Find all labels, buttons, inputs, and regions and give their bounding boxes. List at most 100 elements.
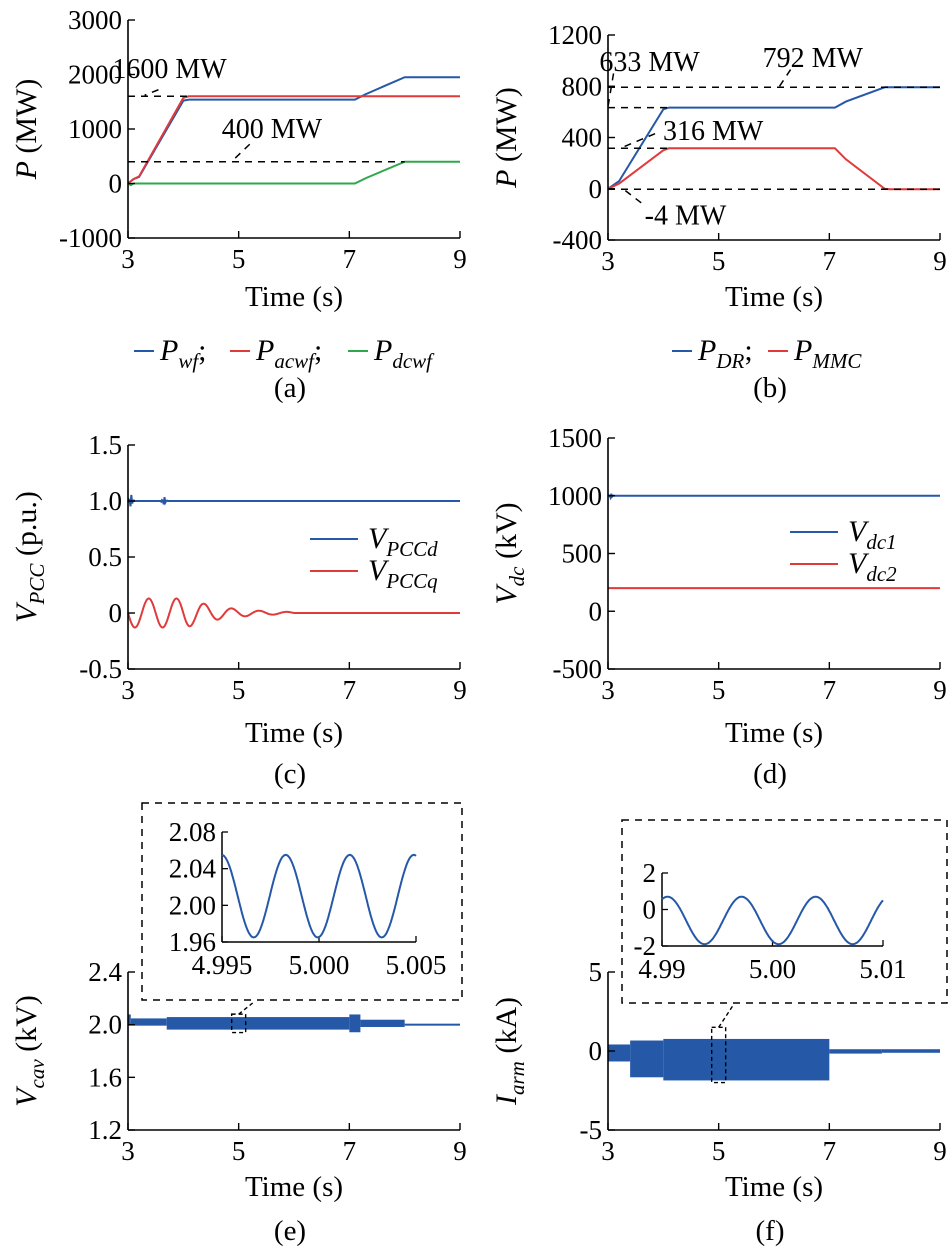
y-tick-label: 1000 (68, 114, 122, 144)
x-tick-label: 9 (933, 246, 947, 276)
inset-x-tick-label: 4.995 (192, 950, 253, 980)
x-axis-label: Time (s) (245, 717, 343, 749)
x-tick-label: 9 (453, 675, 467, 705)
panel-caption: (e) (274, 1215, 306, 1247)
inset-y-tick-label: 0 (643, 895, 657, 925)
legend-entry-0: VPCCd (368, 522, 438, 561)
legend-entry-1: Pacwf; (255, 334, 322, 373)
legend-entry-1: VPCCq (368, 554, 438, 593)
annotation-label-1: 400 MW (222, 114, 323, 145)
x-axis-label: Time (s) (725, 281, 823, 313)
x-tick-label: 9 (933, 675, 947, 705)
y-tick-label: 2.4 (88, 957, 122, 987)
series-band-segment-4 (360, 1019, 405, 1027)
y-tick-label: 0.5 (88, 542, 122, 572)
series-band-segment-0 (608, 1044, 631, 1062)
panel-caption: (d) (753, 758, 787, 790)
x-tick-label: 7 (823, 1136, 837, 1166)
y-tick-label: 1200 (548, 20, 602, 50)
x-tick-label: 3 (121, 244, 135, 274)
y-axis-label: Vdc (kV) (490, 502, 529, 604)
series-line-1 (607, 147, 940, 191)
x-tick-label: 5 (712, 246, 726, 276)
y-tick-label: -1000 (59, 223, 122, 253)
inset-wave-line (661, 895, 884, 946)
annotation-leader-3 (624, 189, 642, 204)
y-tick-label: 1500 (548, 423, 602, 453)
inset-x-tick-label: 4.99 (638, 954, 685, 984)
y-tick-label: 800 (562, 71, 603, 101)
series-line-1 (127, 95, 460, 185)
y-tick-label: 5 (589, 957, 603, 987)
inset-y-tick-label: 2.04 (169, 854, 217, 884)
y-tick-label: 0 (589, 596, 603, 626)
y-axis-label: Iarm (kA) (490, 997, 529, 1106)
x-tick-label: 7 (343, 675, 357, 705)
x-axis-label: Time (s) (725, 1171, 823, 1203)
x-tick-label: 3 (121, 675, 135, 705)
series-band-segment-2 (166, 1017, 350, 1030)
x-axis-label: Time (s) (245, 281, 343, 313)
panel-a: 1600 MW 400 MW 3 5 7 9 -1000 0 1000 2000 3000 Time … (10, 5, 467, 404)
y-tick-label: 1.6 (88, 1062, 122, 1092)
x-tick-label: 7 (823, 246, 837, 276)
series-line-0 (607, 86, 940, 190)
panel-b: 633 MW 792 MW 316 MW -4 MW 3 5 7 9 -400 0 400 800 12… (490, 20, 947, 404)
series-line-0 (127, 494, 460, 507)
y-tick-label: 1.5 (88, 430, 122, 460)
y-tick-label: 0 (589, 1036, 603, 1066)
y-tick-label: 0 (109, 169, 123, 199)
series-band-segment-2 (663, 1038, 830, 1081)
panel-e: 3 5 7 9 1.2 1.6 2.0 2.4 Time (s) Vcav (kV) (e) 4.99… (10, 802, 467, 1247)
inset-x-tick-label: 5.00 (749, 954, 796, 984)
inset-y-tick-label: 1.96 (169, 927, 216, 957)
zoom-connector-line (718, 1005, 734, 1028)
y-tick-label: 0 (589, 174, 603, 204)
inset-y-tick-label: -2 (634, 931, 657, 961)
panel-caption: (a) (274, 372, 306, 404)
series-line-1 (127, 597, 460, 629)
y-tick-label: -0.5 (79, 654, 122, 684)
legend-entry-1: Vdc2 (848, 547, 897, 586)
inset-wave-line (221, 853, 417, 939)
panel-caption: (b) (753, 372, 787, 404)
inset-y-tick-label: 2.08 (169, 817, 216, 847)
y-axis-label: VPCC (p.u.) (10, 491, 49, 623)
series-line-2 (127, 160, 460, 187)
y-tick-label: 1000 (548, 481, 602, 511)
series-band-segment-3 (349, 1014, 361, 1033)
y-axis-label: Vcav (kV) (10, 995, 49, 1107)
y-tick-label: -500 (553, 654, 603, 684)
series-band-segment-5 (404, 1023, 460, 1026)
panel-d: 3 5 7 9 -500 0 500 1000 1500 Time (s) Vdc (kV) (d) V… (490, 423, 947, 790)
annotation-leader-2 (624, 132, 656, 148)
legend-entry-0: PDR; (697, 334, 753, 373)
y-tick-label: 2.0 (88, 1010, 122, 1040)
y-tick-label: 3000 (68, 5, 122, 35)
y-tick-label: 400 (562, 123, 603, 153)
x-tick-label: 3 (601, 1136, 615, 1166)
legend-entry-1: PMMC (793, 334, 862, 373)
panel-f: 3 5 7 9 -5 0 5 Time (s) Iarm (kA) (f) 4.99 5.00 5.01… (490, 819, 948, 1247)
x-tick-label: 7 (823, 675, 837, 705)
annotation-label-1: 792 MW (763, 43, 864, 74)
annotation-leader-1 (778, 69, 792, 87)
x-tick-label: 9 (453, 244, 467, 274)
y-axis-label: P (MW) (490, 87, 523, 189)
series-band-segment-4 (881, 1049, 940, 1053)
x-tick-label: 3 (601, 675, 615, 705)
y-tick-label: 500 (562, 539, 603, 569)
y-tick-label: -400 (553, 225, 603, 255)
inset-x-tick-label: 5.005 (386, 950, 447, 980)
x-tick-label: 5 (232, 675, 246, 705)
y-tick-label: 0 (109, 598, 123, 628)
x-tick-label: 3 (121, 1136, 135, 1166)
legend-entry-2: Pdcwf (373, 334, 435, 373)
inset-x-tick-label: 5.01 (859, 954, 906, 984)
x-tick-label: 5 (232, 244, 246, 274)
x-tick-label: 9 (933, 1136, 947, 1166)
inset-x-tick-label: 5.000 (289, 950, 350, 980)
x-tick-label: 5 (712, 675, 726, 705)
annotation-leader-1 (232, 143, 251, 161)
